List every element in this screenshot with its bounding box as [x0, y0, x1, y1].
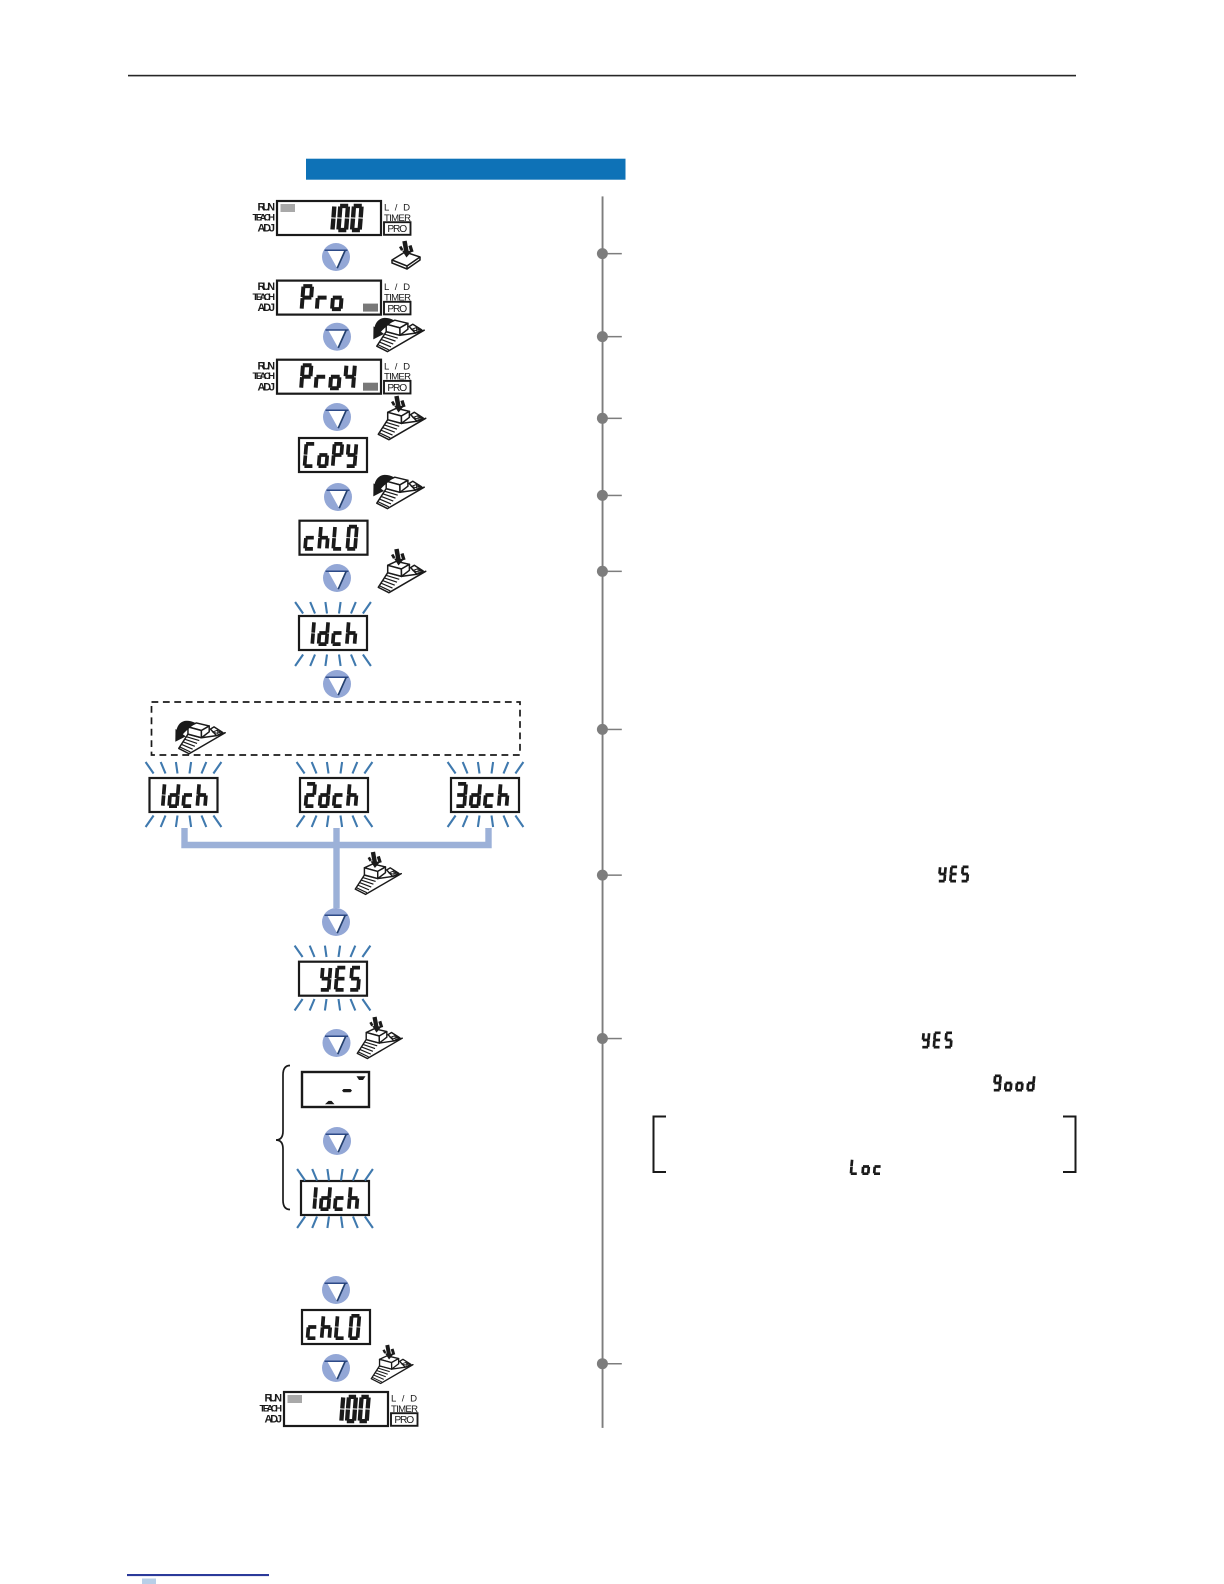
svg-text:L / D: L / D	[384, 282, 410, 293]
svg-text:RUN: RUN	[265, 1393, 283, 1405]
svg-text:PRO: PRO	[387, 383, 407, 394]
svg-text:TEACH: TEACH	[260, 1404, 283, 1415]
svg-text:TEACH: TEACH	[253, 213, 276, 224]
svg-text:TEACH: TEACH	[253, 371, 276, 382]
svg-text:L / D: L / D	[384, 361, 410, 372]
svg-text:ADJ: ADJ	[258, 223, 276, 235]
svg-text:PRO: PRO	[387, 224, 407, 235]
svg-text:TIMER: TIMER	[384, 372, 411, 383]
svg-text:PRO: PRO	[394, 1415, 414, 1426]
svg-text:TIMER: TIMER	[384, 292, 411, 303]
svg-text:RUN: RUN	[258, 360, 276, 372]
svg-text:TEACH: TEACH	[253, 292, 276, 303]
svg-text:ADJ: ADJ	[258, 302, 276, 314]
svg-text:TIMER: TIMER	[391, 1404, 418, 1415]
svg-text:PRO: PRO	[387, 304, 407, 315]
svg-text:L / D: L / D	[391, 1394, 417, 1405]
svg-text:ADJ: ADJ	[258, 381, 276, 393]
svg-text:RUN: RUN	[258, 281, 276, 293]
svg-text:TIMER: TIMER	[384, 213, 411, 224]
svg-text:L / D: L / D	[384, 203, 410, 214]
svg-text:ADJ: ADJ	[265, 1414, 283, 1426]
svg-text:RUN: RUN	[258, 202, 276, 214]
